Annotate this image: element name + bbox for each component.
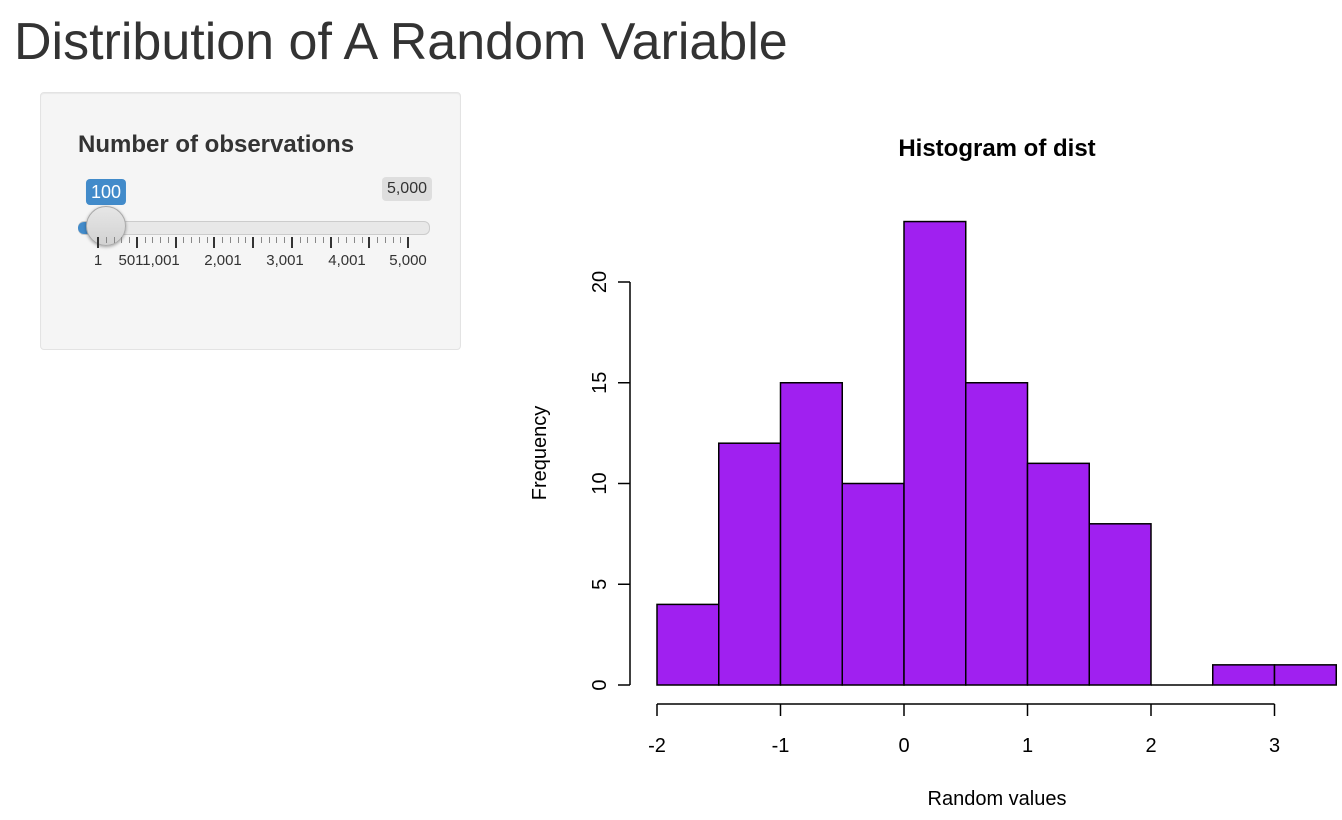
- slider-major-tick: [368, 237, 371, 248]
- x-tick-label: 0: [898, 735, 909, 757]
- y-tick-label: 5: [589, 579, 611, 590]
- slider-minor-tick: [353, 237, 355, 243]
- y-axis-label: Frequency: [529, 406, 551, 501]
- slider-minor-tick: [392, 237, 394, 243]
- slider-minor-tick: [198, 237, 200, 243]
- y-tick-label: 15: [589, 372, 611, 394]
- slider-major-tick: [135, 237, 138, 248]
- page-title: Distribution of A Random Variable: [14, 13, 788, 71]
- slider-minor-tick: [167, 237, 169, 243]
- slider-minor-tick: [222, 237, 223, 243]
- slider-minor-tick: [307, 237, 309, 243]
- slider-minor-tick: [160, 237, 161, 243]
- slider-minor-tick: [346, 237, 347, 243]
- x-tick-label: -2: [648, 735, 666, 757]
- x-axis: -2 -1 0 1 2 3: [648, 703, 1280, 757]
- slider-minor-tick: [206, 237, 208, 243]
- histogram-bar: [656, 603, 720, 686]
- slider-minor-tick: [276, 237, 278, 243]
- slider-minor-tick: [129, 237, 130, 243]
- slider-major-tick: [213, 237, 216, 248]
- slider-major-tick: [252, 237, 254, 248]
- slider-grid-label: 2,001: [204, 252, 242, 269]
- y-tick-label: 20: [589, 271, 611, 293]
- slider-track[interactable]: [78, 221, 430, 235]
- y-tick-label: 0: [589, 679, 611, 690]
- observations-label: Number of observations: [78, 131, 355, 158]
- histogram-bar: [1026, 462, 1090, 686]
- slider-minor-tick: [144, 237, 146, 243]
- slider-minor-tick: [377, 237, 378, 243]
- x-tick-label: 3: [1269, 735, 1280, 757]
- x-tick-label: -1: [772, 735, 790, 757]
- histogram-bar: [1088, 523, 1152, 686]
- sidebar-panel: Number of observations 5,000 100 1 501 1,0…: [40, 92, 461, 350]
- slider-minor-tick: [237, 237, 239, 243]
- slider-grid-label: 5,000: [389, 252, 427, 269]
- x-axis-label: Random values: [928, 788, 1067, 810]
- slider-minor-tick: [183, 237, 185, 243]
- histogram-bar: [841, 482, 905, 686]
- slider-major-tick: [97, 237, 99, 248]
- slider-minor-tick: [113, 237, 115, 243]
- slider-minor-tick: [152, 237, 154, 243]
- slider-minor-tick: [260, 237, 262, 243]
- histogram-chart: Histogram of dist Random values Frequenc…: [529, 135, 1337, 810]
- slider-major-tick: [407, 237, 409, 248]
- observations-slider[interactable]: 5,000 100 1 501 1,001 2,001 3,001 4,001 5,000: [78, 175, 432, 285]
- chart-title: Histogram of dist: [898, 135, 1095, 162]
- slider-minor-tick: [400, 237, 402, 243]
- slider-grid-label: 1,001: [142, 252, 180, 269]
- slider-max-label: 5,000: [381, 177, 432, 201]
- histogram-bar: [1273, 664, 1337, 686]
- slider-minor-tick: [268, 237, 270, 243]
- slider-minor-tick: [245, 237, 247, 243]
- slider-minor-tick: [105, 237, 107, 243]
- slider-grid-label: 1: [93, 252, 103, 269]
- slider-minor-tick: [121, 237, 123, 243]
- slider-minor-tick: [315, 237, 316, 243]
- slider-minor-tick: [284, 237, 285, 243]
- slider-major-tick: [290, 237, 293, 248]
- x-tick-label: 2: [1145, 735, 1156, 757]
- slider-grid-label: 501: [118, 252, 144, 269]
- slider-grid-label: 4,001: [328, 252, 366, 269]
- slider-value-label: 100: [86, 179, 127, 205]
- histogram-bar: [779, 382, 843, 686]
- slider-major-tick: [174, 237, 177, 248]
- slider-minor-tick: [299, 237, 301, 243]
- slider-minor-tick: [361, 237, 363, 243]
- slider-minor-tick: [338, 237, 340, 243]
- x-tick-label: 1: [1022, 735, 1033, 757]
- histogram-bar: [1212, 664, 1276, 686]
- histogram-bar: [965, 382, 1029, 686]
- slider-minor-tick: [322, 237, 324, 243]
- slider-minor-tick: [191, 237, 192, 243]
- y-axis: 0 5 10 15 20: [589, 271, 631, 691]
- slider-handle[interactable]: [86, 206, 127, 246]
- histogram-bar: [903, 220, 967, 686]
- slider-grid-label: 3,001: [266, 252, 304, 269]
- slider-minor-tick: [229, 237, 231, 243]
- histogram-bar: [718, 442, 782, 686]
- y-tick-label: 10: [589, 472, 611, 494]
- slider-major-tick: [329, 237, 332, 248]
- slider-minor-tick: [384, 237, 386, 243]
- histogram-bars: [656, 220, 1337, 686]
